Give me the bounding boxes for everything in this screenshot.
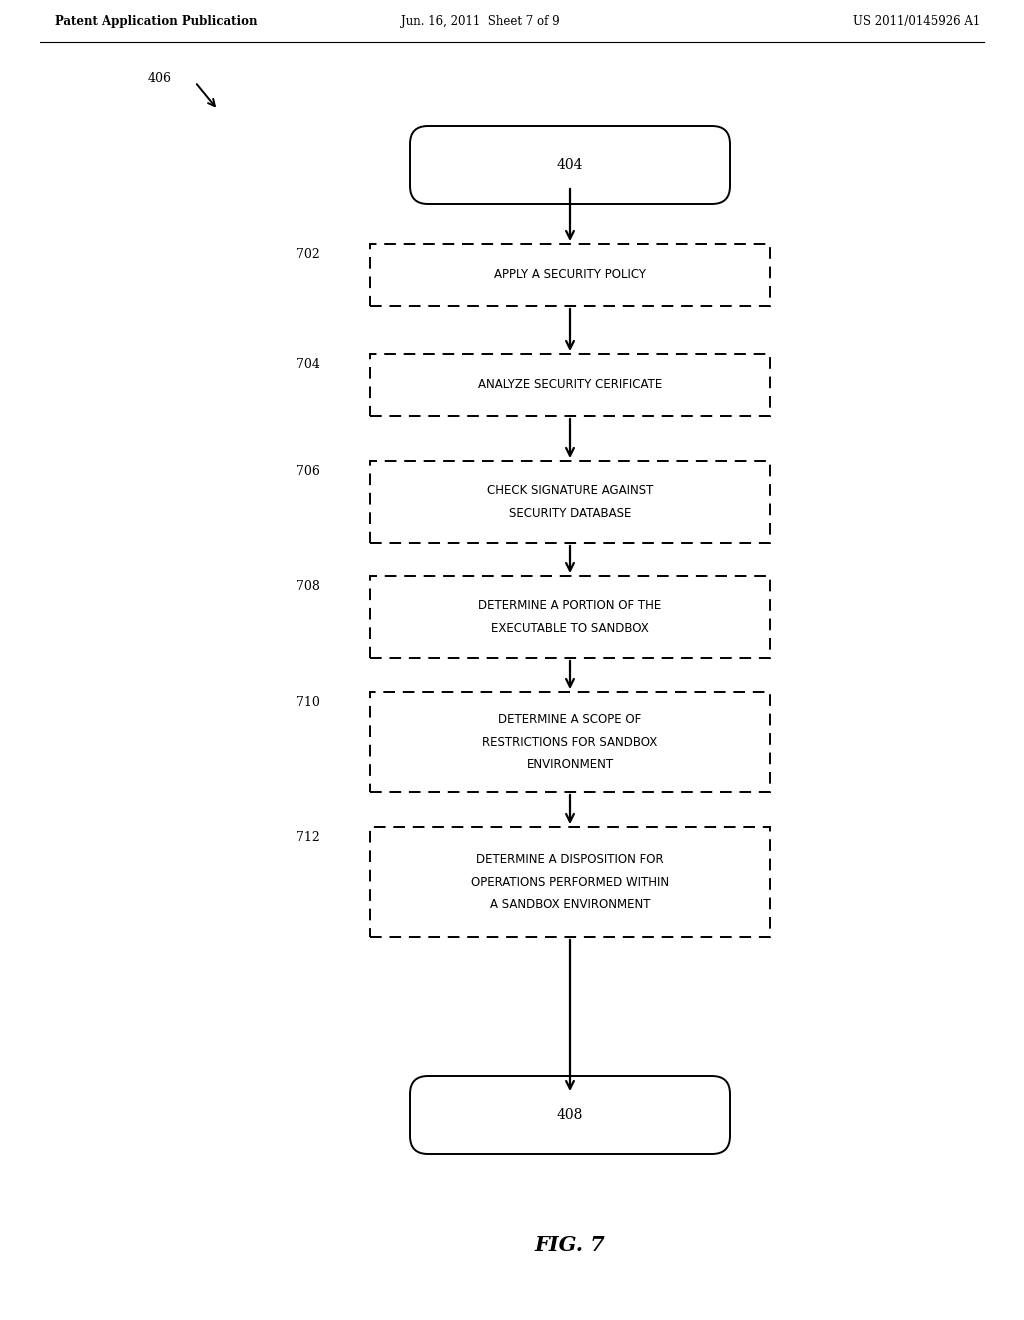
Text: US 2011/0145926 A1: US 2011/0145926 A1 [853,16,980,29]
Text: ENVIRONMENT: ENVIRONMENT [526,758,613,771]
Text: 704: 704 [296,358,319,371]
Text: 702: 702 [296,248,319,261]
Text: 408: 408 [557,1107,584,1122]
Text: OPERATIONS PERFORMED WITHIN: OPERATIONS PERFORMED WITHIN [471,875,669,888]
Text: DETERMINE A SCOPE OF: DETERMINE A SCOPE OF [499,713,642,726]
Text: DETERMINE A DISPOSITION FOR: DETERMINE A DISPOSITION FOR [476,853,664,866]
Text: Jun. 16, 2011  Sheet 7 of 9: Jun. 16, 2011 Sheet 7 of 9 [400,16,559,29]
Text: ANALYZE SECURITY CERIFICATE: ANALYZE SECURITY CERIFICATE [478,379,663,392]
Text: CHECK SIGNATURE AGAINST: CHECK SIGNATURE AGAINST [486,484,653,498]
FancyBboxPatch shape [410,1076,730,1154]
FancyBboxPatch shape [410,125,730,205]
Text: EXECUTABLE TO SANDBOX: EXECUTABLE TO SANDBOX [492,622,649,635]
Text: 712: 712 [296,832,319,843]
Text: DETERMINE A PORTION OF THE: DETERMINE A PORTION OF THE [478,599,662,612]
Text: 708: 708 [296,579,319,593]
Text: FIG. 7: FIG. 7 [535,1236,605,1255]
Text: A SANDBOX ENVIRONMENT: A SANDBOX ENVIRONMENT [489,898,650,911]
Text: Patent Application Publication: Patent Application Publication [55,16,257,29]
Text: 710: 710 [296,696,319,709]
Text: RESTRICTIONS FOR SANDBOX: RESTRICTIONS FOR SANDBOX [482,735,657,748]
Text: APPLY A SECURITY POLICY: APPLY A SECURITY POLICY [494,268,646,281]
FancyBboxPatch shape [370,244,770,306]
FancyBboxPatch shape [370,461,770,543]
FancyBboxPatch shape [370,354,770,416]
Text: 706: 706 [296,465,319,478]
Text: 404: 404 [557,158,584,172]
FancyBboxPatch shape [370,828,770,937]
Text: 406: 406 [148,71,172,84]
FancyBboxPatch shape [370,692,770,792]
Text: SECURITY DATABASE: SECURITY DATABASE [509,507,631,520]
FancyBboxPatch shape [370,576,770,657]
